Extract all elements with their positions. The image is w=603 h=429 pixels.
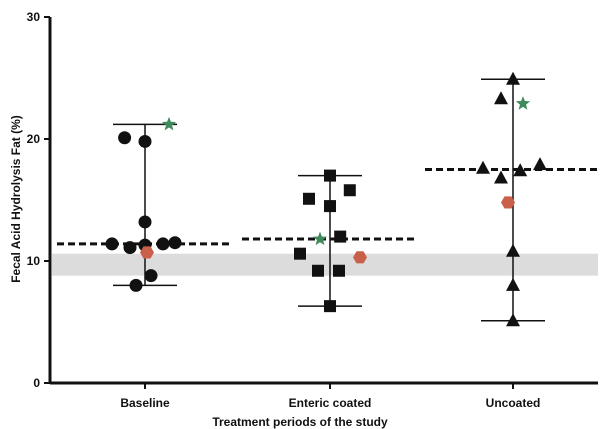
data-point-square: [303, 192, 315, 205]
x-tick-label: Enteric coated: [289, 396, 372, 410]
labels: 0 10 20 30 Baseline Enteric coated Uncoated: [27, 10, 541, 410]
y-tick-label: 20: [27, 132, 41, 146]
axes: [44, 16, 598, 389]
reference-band: [52, 253, 598, 276]
x-axis-title: Treatment periods of the study: [212, 415, 388, 429]
group-baseline: [57, 116, 233, 292]
data-point-triangle: [494, 91, 508, 105]
reference-band-layer: [52, 253, 598, 276]
data-point-square: [333, 264, 345, 277]
data-point-square: [294, 247, 306, 260]
highlight-star: [161, 116, 177, 131]
data-point-square: [324, 300, 336, 313]
data-point-triangle: [506, 313, 520, 327]
highlight-star: [515, 96, 531, 110]
data-point-triangle: [533, 157, 547, 171]
y-axis-title: Fecal Acid Hydrolysis Fat (%): [9, 115, 23, 283]
mean-marker: [353, 251, 367, 264]
group-uncoated: [425, 71, 601, 327]
data-point-triangle: [494, 170, 508, 184]
x-tick-label: Uncoated: [486, 396, 541, 410]
data-point-square: [343, 184, 356, 197]
y-tick-label: 30: [27, 10, 41, 24]
data-point-square: [324, 169, 336, 182]
data-point-square: [324, 200, 336, 213]
data-point-triangle: [506, 71, 520, 85]
data-point-circle: [138, 134, 152, 148]
data-point-circle: [129, 278, 143, 292]
y-tick-label: 0: [33, 376, 40, 390]
highlight-star: [312, 231, 328, 246]
data-point-circle: [123, 241, 137, 255]
group-enteric-coated: [242, 169, 418, 313]
data-point-circle: [144, 269, 158, 283]
data-point-circle: [105, 237, 119, 251]
data-point-triangle: [506, 243, 520, 257]
mean-marker: [140, 246, 154, 259]
data-point-square: [334, 230, 347, 243]
data-point-triangle: [506, 277, 520, 291]
data-point-circle: [138, 215, 152, 229]
x-tick-label: Baseline: [120, 396, 170, 410]
data-marks: [57, 71, 601, 327]
mean-marker: [501, 196, 515, 209]
data-point-circle: [156, 237, 170, 251]
data-point-circle: [168, 236, 182, 250]
data-point-triangle: [476, 160, 490, 174]
data-point-triangle: [513, 163, 528, 177]
data-point-square: [312, 264, 324, 277]
y-tick-label: 10: [27, 254, 41, 268]
data-point-circle: [118, 131, 132, 145]
